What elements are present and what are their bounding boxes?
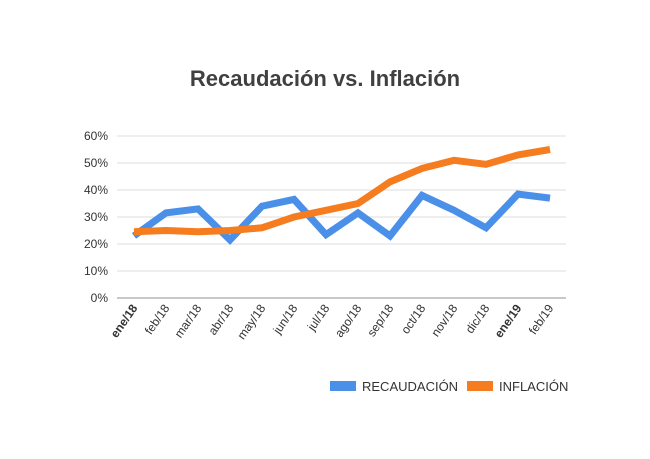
legend-swatch-recaudacion bbox=[330, 381, 356, 391]
x-tick-label: mar/18 bbox=[172, 301, 205, 340]
y-axis-ticks: 0% 10% 20% 30% 40% 50% 60% bbox=[84, 129, 108, 305]
series-line-inflacion bbox=[133, 146, 551, 236]
x-tick-label: ago/18 bbox=[332, 301, 365, 339]
y-tick-label: 30% bbox=[84, 210, 108, 224]
chart-title: Recaudación vs. Inflación bbox=[189, 66, 461, 91]
x-tick-label: nov/18 bbox=[428, 301, 460, 339]
x-tick-label: jul/18 bbox=[304, 301, 333, 334]
legend-item-recaudacion: RECAUDACIÓN bbox=[330, 376, 458, 396]
gridlines bbox=[117, 135, 566, 299]
x-tick-label: feb/18 bbox=[142, 301, 173, 337]
y-tick-label: 20% bbox=[84, 237, 108, 251]
x-tick-label: abr/18 bbox=[205, 301, 236, 337]
x-tick-label: jun/18 bbox=[270, 301, 301, 337]
y-tick-label: 40% bbox=[84, 183, 108, 197]
y-tick-label: 10% bbox=[84, 264, 108, 278]
y-tick-label: 0% bbox=[91, 291, 109, 305]
x-tick-label: feb/19 bbox=[526, 301, 557, 337]
x-tick-label: ene/19 bbox=[492, 301, 525, 340]
legend-label-inflacion: INFLACIÓN bbox=[499, 378, 569, 394]
x-tick-label: oct/18 bbox=[398, 301, 428, 336]
x-tick-label: may/18 bbox=[234, 301, 268, 342]
legend-swatch-inflacion bbox=[467, 381, 493, 391]
series-lines bbox=[131, 146, 551, 245]
x-tick-label: sep/18 bbox=[364, 301, 396, 339]
x-tick-label: ene/18 bbox=[108, 301, 141, 340]
x-tick-label: dic/18 bbox=[463, 301, 493, 336]
y-tick-label: 50% bbox=[84, 156, 108, 170]
legend-label-recaudacion: RECAUDACIÓN bbox=[362, 378, 459, 394]
y-tick-label: 60% bbox=[84, 129, 108, 143]
legend-item-inflacion: INFLACIÓN bbox=[467, 376, 568, 396]
series-line-recaudacion bbox=[131, 190, 551, 245]
